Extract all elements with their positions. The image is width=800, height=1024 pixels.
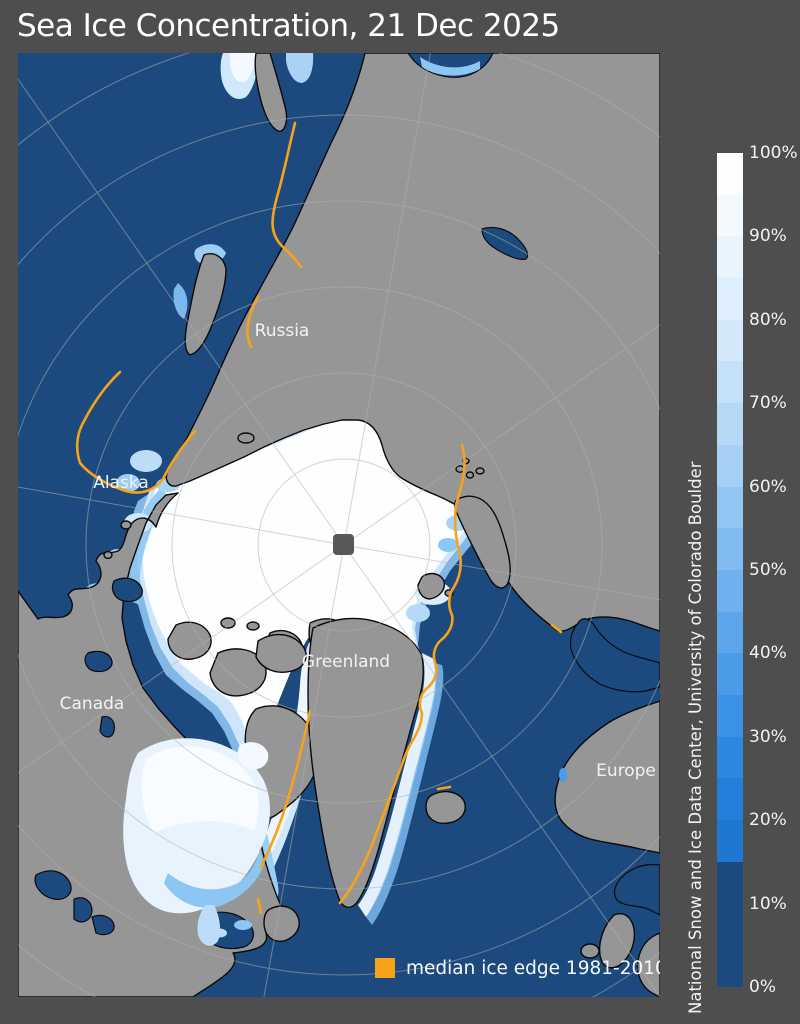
land-uk [598,913,636,969]
land-scandinavia [554,700,660,854]
colorbar-segment [717,486,743,529]
label-europe: Europe [596,761,656,781]
median-ice-edge-line [75,121,563,915]
colorbar-segment [717,528,743,570]
colorbar-segment [717,736,743,779]
colorbar-tick-label: 70% [749,393,787,414]
land-europe-corner [636,932,660,997]
median-ice-edge-swatch [375,958,395,978]
colorbar-segment [717,153,743,195]
label-greenland: Greenland [302,652,390,672]
inland-water-layer [34,53,660,950]
credit-text: National Snow and Ice Data Center, Unive… [686,461,705,1014]
land-iceland [425,790,466,824]
land-ireland [580,943,600,959]
colorbar-tick-label: 0% [749,977,776,997]
colorbar-segment [717,861,743,987]
colorbar-segment [717,319,743,362]
colorbar-segment [717,653,743,695]
colorbar-ticks: 100% 90% 80% 70% 60% 50% 40% 30% 20% 10% 0% [749,143,799,997]
median-ice-edge-label: median ice edge 1981-2010 [406,958,660,979]
colorbar-tick-label: 80% [749,309,787,330]
colorbar-segment [717,361,743,404]
colorbar-segment [717,236,743,279]
colorbar-tick-label: 50% [749,560,787,580]
page-title: Sea Ice Concentration, 21 Dec 2025 [17,8,560,44]
colorbar-segment [717,778,743,820]
graticule [18,53,660,997]
colorbar-tick-label: 90% [749,226,787,247]
colorbar-segment [717,278,743,320]
colorbar-segment [717,569,743,612]
land-sakhalin [184,253,227,356]
white-sea [569,618,660,693]
label-alaska: Alaska [93,473,149,493]
label-russia: Russia [255,321,310,341]
colorbar-segment [717,403,743,445]
colorbar-tick-label: 20% [749,810,787,831]
great-lakes [34,870,72,900]
colorbar-segment [717,444,743,487]
land-kamchatka [254,53,288,132]
colorbar-segment [717,820,743,862]
label-canada: Canada [60,694,125,714]
pole-hole-marker [333,534,354,555]
land-novaya-zemlya [453,495,511,589]
colorbar-tick-label: 100% [749,143,798,163]
lake-winnipeg [99,716,115,738]
colorbar-tick-label: 60% [749,476,787,497]
arctic-map-svg: Russia Alaska Canada Greenland Europe me… [18,53,660,997]
colorbar-tick-label: 40% [749,643,787,664]
colorbar-segment [717,611,743,654]
place-labels: Russia Alaska Canada Greenland Europe [60,321,656,781]
colorbar-segment [717,194,743,237]
great-slave-lake [84,650,113,673]
colorbar-tick-label: 30% [749,726,787,747]
land-newfoundland [263,905,300,942]
colorbar [717,153,743,987]
bay-ice-layer [123,57,567,946]
colorbar-segment [717,694,743,737]
colorbar-tick-label: 10% [749,893,787,914]
arctic-map: Russia Alaska Canada Greenland Europe me… [18,53,660,997]
great-bear-lake [111,577,143,602]
land-svalbard [417,572,446,600]
baltic-sea [613,863,660,916]
map-legend: median ice edge 1981-2010 [375,958,660,979]
